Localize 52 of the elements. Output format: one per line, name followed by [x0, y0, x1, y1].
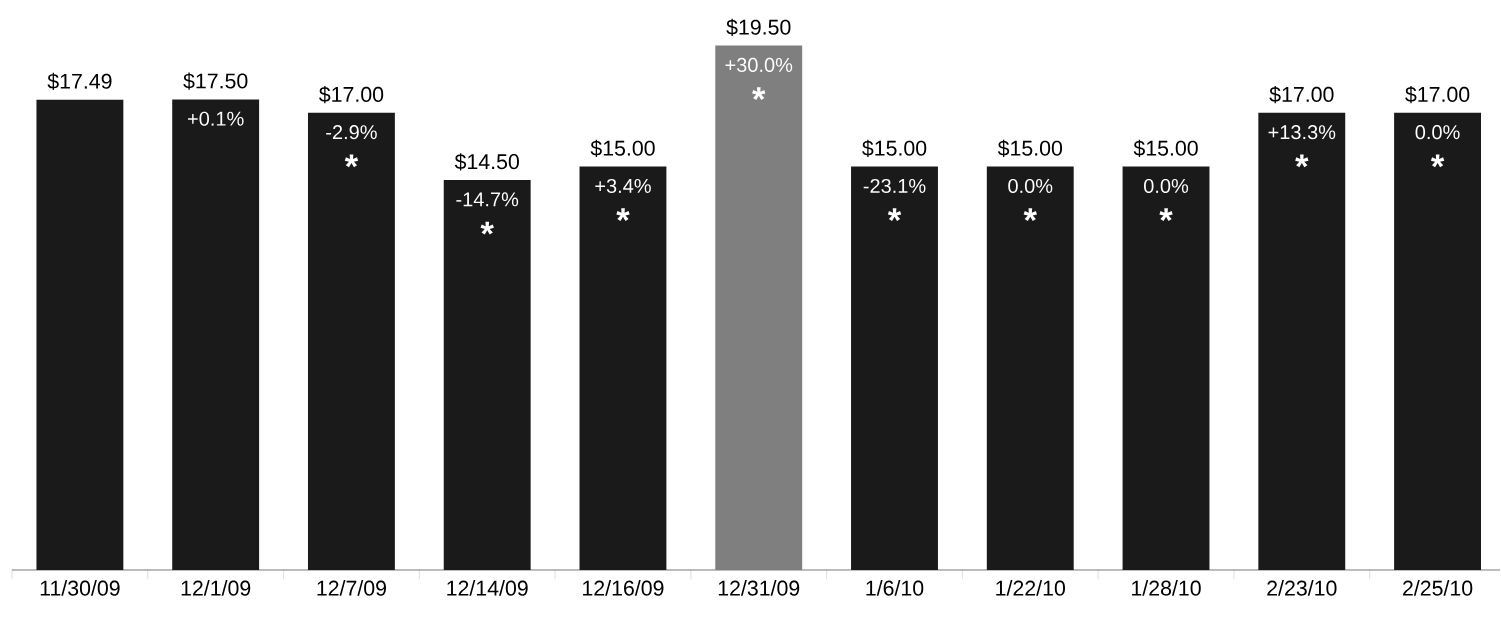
bar: [1258, 112, 1346, 570]
bar: [851, 166, 938, 570]
x-tick-label: 12/14/09: [447, 580, 528, 596]
annotation: *: [344, 154, 359, 168]
x-tick-label: 2/23/10: [1267, 580, 1337, 596]
annotation: *: [1295, 154, 1309, 168]
x-tick-label: 12/31/09: [718, 580, 800, 596]
data-label: $17.50: [183, 72, 248, 90]
bar: [443, 180, 531, 570]
data-label: $14.50: [454, 153, 519, 171]
bar: [986, 166, 1074, 570]
annotation: *: [887, 208, 902, 222]
annotation: *: [616, 208, 630, 222]
data-label: $15.00: [590, 139, 655, 158]
data-label: $19.50: [726, 18, 791, 37]
data-label: $15.00: [997, 139, 1063, 158]
bar: [715, 45, 803, 570]
x-tick-label: 2/25/10: [1403, 580, 1473, 596]
annotation: -23.1%: [863, 178, 926, 194]
x-tick-label: 12/16/09: [583, 580, 664, 596]
data-label: $15.00: [1133, 139, 1198, 158]
data-label: $15.00: [862, 139, 927, 158]
annotation: *: [1159, 208, 1173, 222]
annotation: *: [1023, 208, 1037, 222]
annotation: 0.0%: [1415, 125, 1460, 140]
x-tick-label: 12/7/09: [317, 580, 386, 596]
bar: [1394, 112, 1481, 570]
x-tick-label: 1/28/10: [1132, 580, 1201, 596]
annotation: +30.0%: [725, 57, 793, 73]
annotation: -14.7%: [456, 192, 519, 207]
annotation: *: [752, 87, 766, 101]
data-label: $17.00: [1405, 85, 1470, 104]
data-label: $17.00: [319, 85, 384, 104]
annotation: *: [1430, 154, 1445, 168]
x-tick-label: 1/6/10: [866, 580, 924, 596]
annotation: +0.1%: [188, 111, 244, 126]
annotation: 0.0%: [1008, 178, 1053, 194]
annotation: *: [480, 221, 494, 235]
bar: [1122, 166, 1210, 570]
annotation: +3.4%: [595, 178, 651, 194]
bar: [307, 112, 395, 570]
bar: [579, 166, 667, 570]
data-label: $17.00: [1269, 85, 1334, 104]
bar: [36, 99, 124, 570]
data-label: $17.49: [47, 72, 112, 91]
bar: [172, 99, 260, 570]
annotation: +13.3%: [1268, 125, 1336, 140]
x-tick-label: 12/1/09: [181, 580, 251, 596]
annotation: 0.0%: [1144, 178, 1189, 194]
x-tick-label: 11/30/09: [40, 580, 120, 596]
x-tick-label: 1/22/10: [996, 580, 1065, 596]
annotation: -2.9%: [326, 125, 377, 140]
